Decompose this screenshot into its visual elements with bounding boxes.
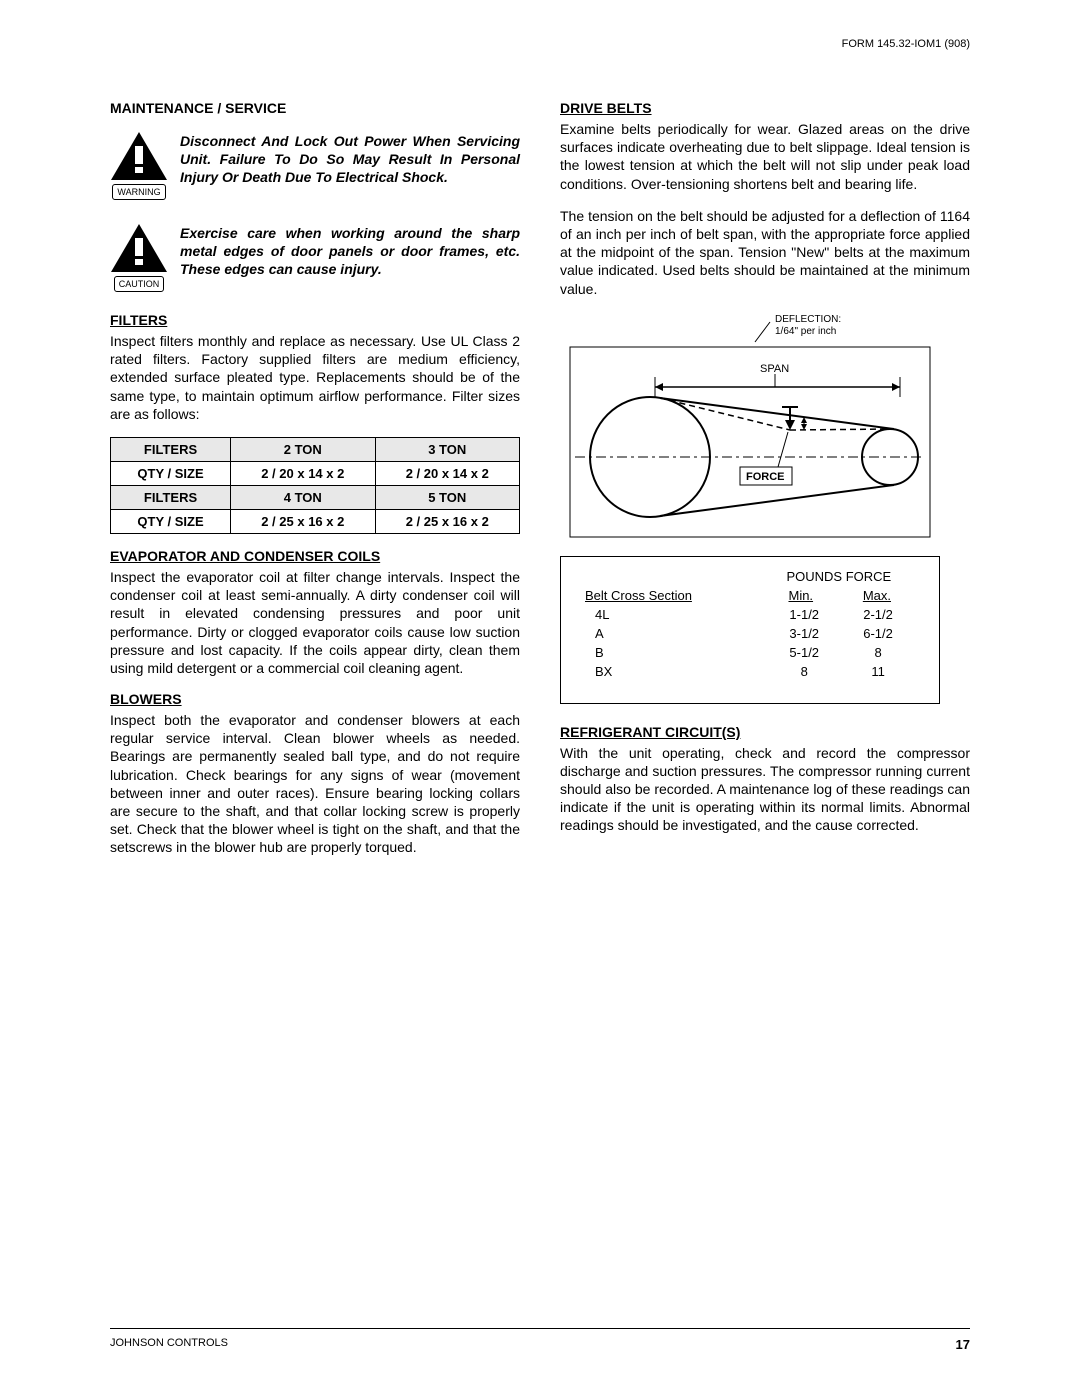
table-cell: 2 / 25 x 16 x 2 [231, 509, 375, 533]
warning-block-2: CAUTION Exercise care when working aroun… [110, 224, 520, 292]
refrigerant-text: With the unit operating, check and recor… [560, 744, 970, 835]
table-cell: 3 TON [375, 437, 519, 461]
belts-p1: Examine belts periodically for wear. Gla… [560, 120, 970, 193]
force-cell: 5-1/2 [767, 645, 841, 660]
left-column: MAINTENANCE / SERVICE WARNING Disconnect… [110, 100, 520, 871]
force-cell: 6-1/2 [841, 626, 915, 641]
belts-title: DRIVE BELTS [560, 100, 970, 116]
cross-section-header: Belt Cross Section [585, 588, 763, 603]
force-cell: 2-1/2 [841, 607, 915, 622]
force-cell: A [585, 626, 767, 641]
page-footer: JOHNSON CONTROLS 17 [110, 1328, 970, 1352]
belts-p2: The tension on the belt should be adjust… [560, 207, 970, 298]
span-label: SPAN [760, 363, 789, 375]
table-cell: FILTERS [111, 437, 231, 461]
warning-text-1: Disconnect And Lock Out Power When Servi… [180, 132, 520, 187]
warning-block-1: WARNING Disconnect And Lock Out Power Wh… [110, 132, 520, 200]
force-cell: 11 [841, 664, 915, 679]
deflection-value: 1/64" per inch [775, 326, 836, 337]
min-header: Min. [763, 588, 839, 603]
warning-label: WARNING [112, 184, 165, 200]
blowers-title: BLOWERS [110, 691, 520, 707]
filters-table: FILTERS 2 TON 3 TON QTY / SIZE 2 / 20 x … [110, 437, 520, 534]
filters-title: FILTERS [110, 312, 520, 328]
force-cell: 1-1/2 [767, 607, 841, 622]
max-header: Max. [839, 588, 915, 603]
table-cell: 2 / 20 x 14 x 2 [231, 461, 375, 485]
form-number: FORM 145.32-IOM1 (908) [842, 38, 970, 50]
table-cell: 5 TON [375, 485, 519, 509]
table-cell: 2 / 25 x 16 x 2 [375, 509, 519, 533]
blowers-text: Inspect both the evaporator and condense… [110, 711, 520, 857]
caution-label: CAUTION [114, 276, 165, 292]
footer-company: JOHNSON CONTROLS [110, 1337, 228, 1352]
belt-diagram: DEFLECTION: 1/64" per inch SPAN [560, 312, 940, 542]
refrigerant-title: REFRIGERANT CIRCUIT(S) [560, 724, 970, 740]
force-cell: B [585, 645, 767, 660]
force-cell: 8 [767, 664, 841, 679]
maintenance-title: MAINTENANCE / SERVICE [110, 100, 520, 116]
table-cell: QTY / SIZE [111, 509, 231, 533]
table-cell: QTY / SIZE [111, 461, 231, 485]
force-table: POUNDS FORCE Belt Cross Section Min. Max… [560, 556, 940, 704]
force-label: FORCE [746, 471, 785, 483]
force-cell: 4L [585, 607, 767, 622]
warning-icon: WARNING [110, 132, 168, 200]
right-column: DRIVE BELTS Examine belts periodically f… [560, 100, 970, 871]
warning-text-2: Exercise care when working around the sh… [180, 224, 520, 279]
force-cell: 3-1/2 [767, 626, 841, 641]
pounds-force-header: POUNDS FORCE [763, 569, 915, 584]
force-cell: 8 [841, 645, 915, 660]
table-cell: 4 TON [231, 485, 375, 509]
page-number: 17 [956, 1337, 970, 1352]
table-cell: FILTERS [111, 485, 231, 509]
evap-title: EVAPORATOR AND CONDENSER COILS [110, 548, 520, 564]
evap-text: Inspect the evaporator coil at filter ch… [110, 568, 520, 677]
force-cell: BX [585, 664, 767, 679]
table-cell: 2 / 20 x 14 x 2 [375, 461, 519, 485]
table-cell: 2 TON [231, 437, 375, 461]
deflection-label: DEFLECTION: [775, 314, 841, 325]
filters-text: Inspect filters monthly and replace as n… [110, 332, 520, 423]
caution-icon: CAUTION [110, 224, 168, 292]
